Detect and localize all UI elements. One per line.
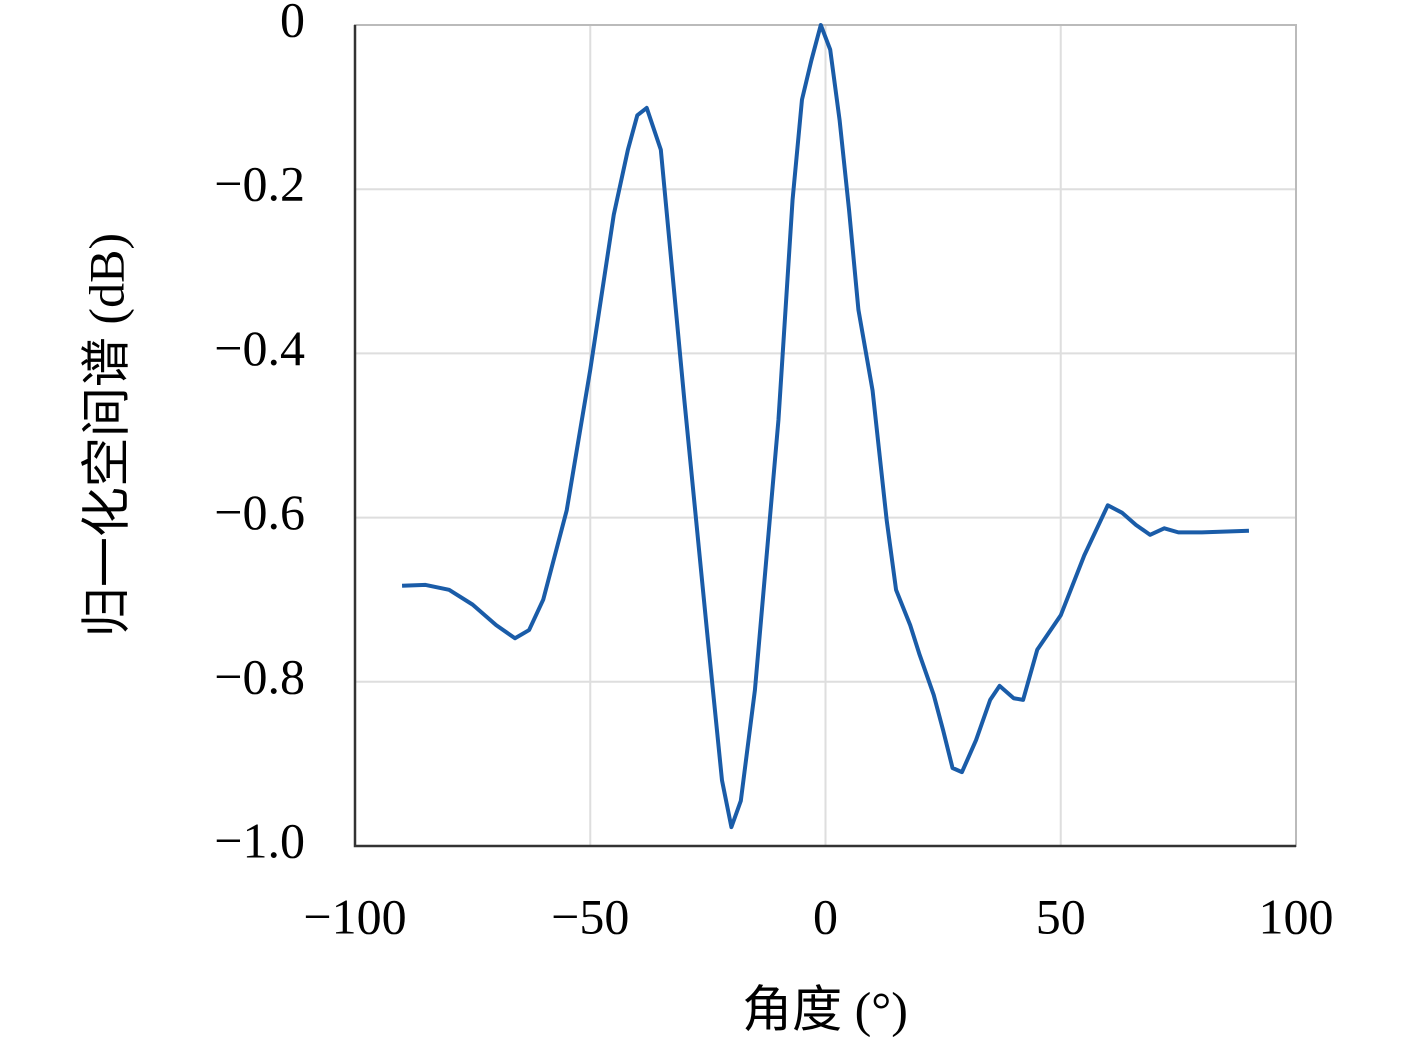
y-tick-label: −1.0 <box>214 812 305 868</box>
x-axis-label: 角度 (°) <box>742 981 908 1037</box>
y-tick-label: −0.4 <box>214 320 305 376</box>
x-tick-label: 0 <box>813 888 838 944</box>
y-axis-label: 归一化空间谱 (dB) <box>78 233 134 637</box>
x-tick-label: −100 <box>303 888 406 944</box>
y-tick-label: −0.8 <box>214 648 305 704</box>
data-line <box>401 23 1250 830</box>
y-tick-label: −0.6 <box>214 484 305 540</box>
x-tick-label: −50 <box>551 888 629 944</box>
x-tick-label: 100 <box>1259 888 1334 944</box>
axes <box>353 25 1296 848</box>
y-tick-label: −0.2 <box>214 156 305 212</box>
x-tick-label: 50 <box>1036 888 1086 944</box>
y-tick-label: 0 <box>280 0 305 47</box>
